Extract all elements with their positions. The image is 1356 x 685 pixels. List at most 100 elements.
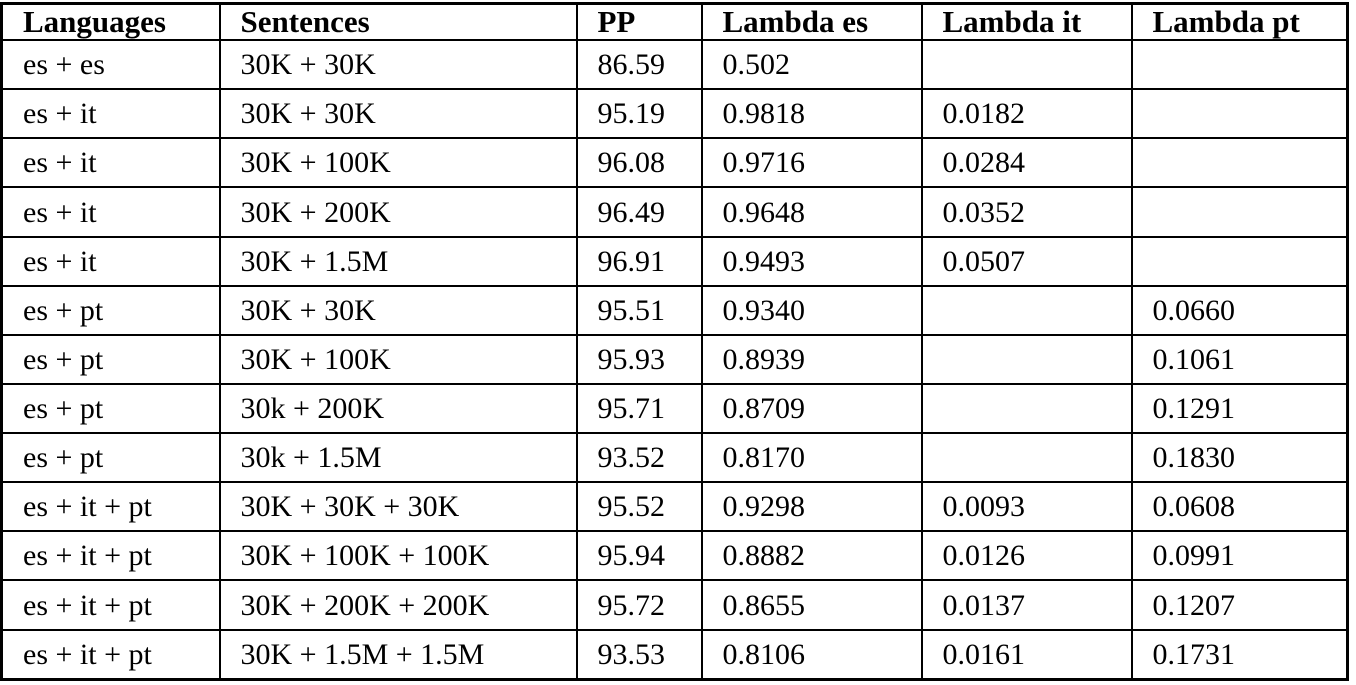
table-cell: 0.8106	[700, 628, 923, 681]
table-cell: 0.9493	[700, 235, 923, 287]
table-row: es + it 30K + 1.5M 96.91 0.9493 0.0507	[0, 235, 1349, 287]
table-cell: 0.0284	[920, 137, 1133, 189]
table-cell: 0.1731	[1130, 628, 1349, 681]
table-cell	[920, 333, 1133, 385]
table-cell: 0.0137	[920, 579, 1133, 631]
table-cell: es + it	[0, 88, 221, 140]
table-cell: 30K + 200K	[218, 186, 578, 238]
table-cell: 86.59	[575, 39, 703, 91]
table-cell: 0.8170	[700, 432, 923, 484]
table-row: es + pt 30k + 1.5M 93.52 0.8170 0.1830	[0, 432, 1349, 484]
table-cell: es + it + pt	[0, 628, 221, 681]
table-cell: 30K + 100K	[218, 137, 578, 189]
table-cell: 0.0507	[920, 235, 1133, 287]
table-cell: 30K + 30K	[218, 284, 578, 336]
table-cell: 0.0126	[920, 530, 1133, 582]
table-cell	[1130, 39, 1349, 91]
table-cell	[1130, 186, 1349, 238]
table-cell: 95.19	[575, 88, 703, 140]
table-body: es + es 30K + 30K 86.59 0.502 es + it 30K + 3…	[0, 39, 1349, 681]
table-cell: 0.8882	[700, 530, 923, 582]
table-cell: 30K + 1.5M + 1.5M	[218, 628, 578, 681]
table-cell: 0.0161	[920, 628, 1133, 681]
table-cell: 0.0093	[920, 481, 1133, 533]
table-row: es + it + pt 30K + 1.5M + 1.5M 93.53 0.8106…	[0, 628, 1349, 681]
table-row: es + it + pt 30K + 200K + 200K 95.72 0.8655…	[0, 579, 1349, 631]
table-cell: es + it + pt	[0, 481, 221, 533]
table-cell: 30K + 30K + 30K	[218, 481, 578, 533]
table-cell: 0.1207	[1130, 579, 1349, 631]
table-cell: 0.8939	[700, 333, 923, 385]
table-cell: 30K + 100K	[218, 333, 578, 385]
column-header-sentences: Sentences	[218, 2, 578, 42]
table-cell: 0.9716	[700, 137, 923, 189]
column-header-lambda-pt: Lambda pt	[1130, 2, 1349, 42]
table-cell: 95.71	[575, 382, 703, 435]
table-cell: 30k + 200K	[218, 382, 578, 435]
table-cell: 0.1830	[1130, 432, 1349, 484]
table-cell: 30K + 100K + 100K	[218, 530, 578, 582]
table-cell: 30K + 1.5M	[218, 235, 578, 287]
table-cell	[920, 284, 1133, 336]
table-cell: es + it	[0, 235, 221, 287]
table-cell	[920, 39, 1133, 91]
table-cell	[1130, 137, 1349, 189]
table-cell: 0.0991	[1130, 530, 1349, 582]
table-cell: 30K + 200K + 200K	[218, 579, 578, 631]
table-cell: 0.9298	[700, 481, 923, 533]
column-header-languages: Languages	[0, 2, 221, 42]
table-cell: 96.91	[575, 235, 703, 287]
table-cell: 93.52	[575, 432, 703, 484]
table-header-row: Languages Sentences PP Lambda es Lambda it La…	[0, 2, 1349, 42]
table-row: es + it 30K + 100K 96.08 0.9716 0.0284	[0, 137, 1349, 189]
table-cell: 30K + 30K	[218, 88, 578, 140]
table-cell: 0.0352	[920, 186, 1133, 238]
table-cell: 0.9648	[700, 186, 923, 238]
table-cell: 30k + 1.5M	[218, 432, 578, 484]
table-cell: 0.9818	[700, 88, 923, 140]
table-cell: 95.93	[575, 333, 703, 385]
table-cell	[1130, 235, 1349, 287]
table-row: es + es 30K + 30K 86.59 0.502	[0, 39, 1349, 91]
table-cell: es + pt	[0, 382, 221, 435]
table-row: es + pt 30K + 100K 95.93 0.8939 0.1061	[0, 333, 1349, 385]
table-cell: 0.0660	[1130, 284, 1349, 336]
table-cell: 95.52	[575, 481, 703, 533]
table-row: es + it + pt 30K + 100K + 100K 95.94 0.8882…	[0, 530, 1349, 582]
table-cell: 96.49	[575, 186, 703, 238]
table-cell: es + pt	[0, 432, 221, 484]
table-cell: 0.8709	[700, 382, 923, 435]
table-cell	[920, 432, 1133, 484]
table-cell: 95.51	[575, 284, 703, 336]
table-cell: 95.72	[575, 579, 703, 631]
column-header-lambda-it: Lambda it	[920, 2, 1133, 42]
table-row: es + it 30K + 200K 96.49 0.9648 0.0352	[0, 186, 1349, 238]
table-cell: es + es	[0, 39, 221, 91]
table-cell	[1130, 88, 1349, 140]
table-cell: 0.9340	[700, 284, 923, 336]
table-cell: es + pt	[0, 333, 221, 385]
table-cell: 30K + 30K	[218, 39, 578, 91]
table-row: es + it 30K + 30K 95.19 0.9818 0.0182	[0, 88, 1349, 140]
table-cell: 0.0182	[920, 88, 1133, 140]
table-cell: 0.502	[700, 39, 923, 91]
table-cell: 93.53	[575, 628, 703, 681]
table-cell: es + it + pt	[0, 579, 221, 631]
table-row: es + pt 30k + 200K 95.71 0.8709 0.1291	[0, 382, 1349, 435]
table-cell: 0.8655	[700, 579, 923, 631]
table-cell: 0.1061	[1130, 333, 1349, 385]
table-cell	[920, 382, 1133, 435]
table-header: Languages Sentences PP Lambda es Lambda it La…	[0, 2, 1349, 42]
table-cell: 96.08	[575, 137, 703, 189]
table-cell: 0.0608	[1130, 481, 1349, 533]
table-cell: es + pt	[0, 284, 221, 336]
table-cell: 95.94	[575, 530, 703, 582]
column-header-pp: PP	[575, 2, 703, 42]
table-cell: es + it	[0, 137, 221, 189]
table-cell: 0.1291	[1130, 382, 1349, 435]
table-row: es + pt 30K + 30K 95.51 0.9340 0.0660	[0, 284, 1349, 336]
table-row: es + it + pt 30K + 30K + 30K 95.52 0.9298 0.…	[0, 481, 1349, 533]
column-header-lambda-es: Lambda es	[700, 2, 923, 42]
table-cell: es + it + pt	[0, 530, 221, 582]
